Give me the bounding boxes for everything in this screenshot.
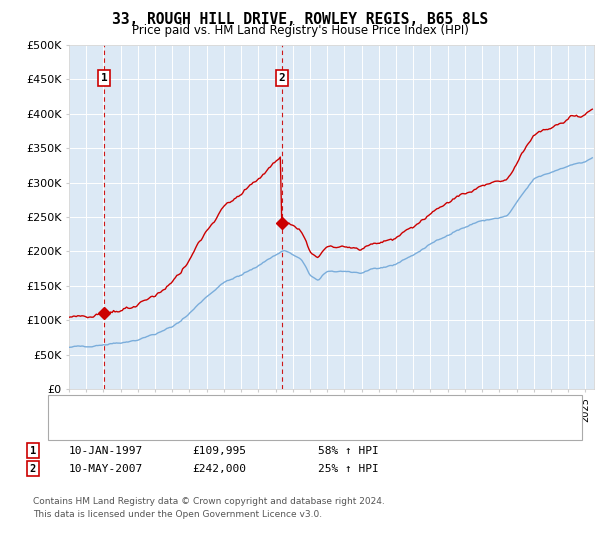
- Text: This data is licensed under the Open Government Licence v3.0.: This data is licensed under the Open Gov…: [33, 510, 322, 519]
- Text: ─────: ─────: [57, 417, 95, 431]
- Text: £109,995: £109,995: [192, 446, 246, 456]
- Text: 25% ↑ HPI: 25% ↑ HPI: [318, 464, 379, 474]
- Text: Price paid vs. HM Land Registry's House Price Index (HPI): Price paid vs. HM Land Registry's House …: [131, 24, 469, 36]
- Text: 1: 1: [101, 73, 107, 83]
- Text: 1: 1: [30, 446, 36, 456]
- Text: 58% ↑ HPI: 58% ↑ HPI: [318, 446, 379, 456]
- Text: HPI: Average price, detached house, Sandwell: HPI: Average price, detached house, Sand…: [89, 419, 364, 429]
- Text: £242,000: £242,000: [192, 464, 246, 474]
- Text: ─────: ─────: [57, 398, 95, 412]
- Text: 2: 2: [30, 464, 36, 474]
- Text: 2: 2: [278, 73, 285, 83]
- Text: 33, ROUGH HILL DRIVE, ROWLEY REGIS, B65 8LS (detached house): 33, ROUGH HILL DRIVE, ROWLEY REGIS, B65 …: [89, 400, 464, 410]
- Text: 10-JAN-1997: 10-JAN-1997: [69, 446, 143, 456]
- Text: 33, ROUGH HILL DRIVE, ROWLEY REGIS, B65 8LS: 33, ROUGH HILL DRIVE, ROWLEY REGIS, B65 …: [112, 12, 488, 27]
- Text: 10-MAY-2007: 10-MAY-2007: [69, 464, 143, 474]
- Text: Contains HM Land Registry data © Crown copyright and database right 2024.: Contains HM Land Registry data © Crown c…: [33, 497, 385, 506]
